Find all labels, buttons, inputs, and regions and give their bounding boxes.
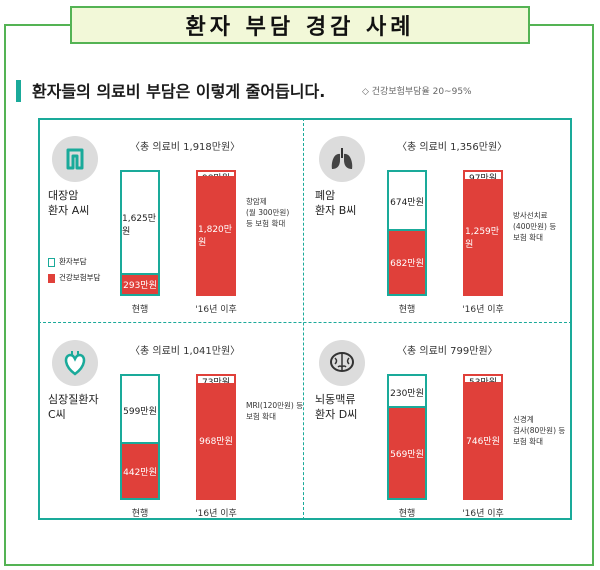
bar-after-insurance: 746만원 bbox=[465, 382, 501, 498]
bar-after: 98만원 1,820만원 bbox=[196, 170, 236, 296]
bar-label-current: 현행 bbox=[398, 509, 416, 519]
legend-insurance: 건강보험부담 bbox=[48, 272, 100, 283]
bar-current: 599만원 442만원 bbox=[120, 374, 160, 500]
total-cost: 〈총 의료비 1,918만원〉 bbox=[130, 142, 241, 153]
patient-label: 심장질환자 C씨 bbox=[48, 392, 99, 422]
coverage-note-line1: 항암제 bbox=[246, 197, 267, 206]
bar-after-patient: 73만원 bbox=[198, 376, 234, 388]
section-heading: 환자들의 의료비 부담은 이렇게 줄어듭니다. bbox=[32, 82, 326, 101]
bar-current-insurance: 442만원 bbox=[122, 442, 158, 498]
bar-label-after: '16년 이후 bbox=[462, 305, 504, 315]
grid-divider-horizontal bbox=[38, 322, 572, 323]
bar-after: 53만원 746만원 bbox=[463, 374, 503, 500]
heading-note: ◇ 건강보험부담율 20~95% bbox=[362, 87, 472, 97]
patient-name-line2: 환자 A씨 bbox=[48, 204, 90, 217]
legend-patient: 환자부담 bbox=[48, 256, 87, 267]
bar-current: 674만원 682만원 bbox=[387, 170, 427, 296]
bar-after-insurance: 1,820만원 bbox=[198, 176, 234, 294]
patient-name-line2: 환자 D씨 bbox=[315, 408, 358, 421]
case-panel: 뇌동맥류 환자 D씨 〈총 의료비 799만원〉 230만원 569만원 53만… bbox=[305, 322, 571, 526]
patient-name-line2: 환자 B씨 bbox=[315, 204, 357, 217]
bar-current-insurance: 682만원 bbox=[389, 229, 425, 294]
coverage-note-line3: 보험 확대 bbox=[513, 233, 543, 242]
coverage-note-line2: 보험 확대 bbox=[246, 412, 276, 421]
coverage-note-line2: 검사(80만원) 등 bbox=[513, 426, 566, 435]
bar-current-patient: 674만원 bbox=[389, 172, 425, 231]
coverage-note-line1: MRI(120만원) 등 bbox=[246, 401, 304, 410]
bar-after-insurance: 1,259만원 bbox=[465, 179, 501, 294]
coverage-note-line1: 방사선치료 bbox=[513, 211, 548, 220]
patient-label: 뇌동맥류 환자 D씨 bbox=[315, 392, 357, 422]
coverage-note-line2: (400만원) 등 bbox=[513, 222, 557, 231]
patient-name-line2: C씨 bbox=[48, 408, 66, 421]
bar-label-after: '16년 이후 bbox=[195, 305, 237, 315]
patient-name-line1: 대장암 bbox=[48, 189, 79, 202]
bar-label-after: '16년 이후 bbox=[462, 509, 504, 519]
bar-after: 73만원 968만원 bbox=[196, 374, 236, 500]
total-cost: 〈총 의료비 1,041만원〉 bbox=[130, 346, 241, 357]
coverage-note: 방사선치료 (400만원) 등 보험 확대 bbox=[513, 210, 556, 243]
bar-label-after: '16년 이후 bbox=[195, 509, 237, 519]
legend-patient-label: 환자부담 bbox=[59, 257, 87, 266]
bar-current-patient: 1,625만원 bbox=[122, 172, 158, 275]
bar-after: 97만원 1,259만원 bbox=[463, 170, 503, 296]
case-panel: 대장암 환자 A씨 〈총 의료비 1,918만원〉 1,625만원 293만원 … bbox=[38, 118, 304, 322]
intestine-icon bbox=[52, 136, 98, 182]
patient-name-line1: 심장질환자 bbox=[48, 393, 99, 406]
bar-current-patient: 230만원 bbox=[389, 376, 425, 408]
coverage-note: 항암제 (월 300만원) 등 보험 확대 bbox=[246, 196, 289, 229]
bar-current-patient: 599만원 bbox=[122, 376, 158, 444]
legend-insurance-label: 건강보험부담 bbox=[59, 273, 101, 282]
patient-label: 대장암 환자 A씨 bbox=[48, 188, 89, 218]
grid-divider-vertical bbox=[303, 118, 304, 520]
bar-label-current: 현행 bbox=[398, 305, 416, 315]
bar-current-insurance: 569만원 bbox=[389, 406, 425, 498]
coverage-note-line2: (월 300만원) bbox=[246, 208, 290, 217]
bar-after-insurance: 968만원 bbox=[198, 383, 234, 498]
bar-current: 1,625만원 293만원 bbox=[120, 170, 160, 296]
case-panel: 폐암 환자 B씨 〈총 의료비 1,356만원〉 674만원 682만원 97만… bbox=[305, 118, 571, 322]
page-title: 환자 부담 경감 사례 bbox=[70, 6, 530, 44]
coverage-note: 신경계 검사(80만원) 등 보험 확대 bbox=[513, 414, 565, 447]
heading-accent-bar bbox=[16, 80, 21, 102]
total-cost: 〈총 의료비 1,356만원〉 bbox=[397, 142, 508, 153]
coverage-note-line1: 신경계 bbox=[513, 415, 534, 424]
patient-name-line1: 뇌동맥류 bbox=[315, 393, 356, 406]
case-panel: 심장질환자 C씨 〈총 의료비 1,041만원〉 599만원 442만원 73만… bbox=[38, 322, 304, 526]
brain-icon bbox=[319, 340, 365, 386]
bar-current-insurance: 293만원 bbox=[122, 273, 158, 294]
bar-current: 230만원 569만원 bbox=[387, 374, 427, 500]
patient-name-line1: 폐암 bbox=[315, 189, 336, 202]
bar-after-patient: 97만원 bbox=[465, 172, 501, 184]
legend-insurance-swatch bbox=[48, 273, 55, 283]
coverage-note-line3: 등 보험 확대 bbox=[246, 219, 286, 228]
coverage-note-line3: 보험 확대 bbox=[513, 437, 543, 446]
bar-label-current: 현행 bbox=[131, 509, 149, 519]
lungs-icon bbox=[319, 136, 365, 182]
patient-label: 폐암 환자 B씨 bbox=[315, 188, 356, 218]
bar-label-current: 현행 bbox=[131, 305, 149, 315]
legend-patient-swatch bbox=[48, 257, 55, 267]
coverage-note: MRI(120만원) 등 보험 확대 bbox=[246, 400, 303, 422]
heart-icon bbox=[52, 340, 98, 386]
total-cost: 〈총 의료비 799만원〉 bbox=[397, 346, 498, 357]
